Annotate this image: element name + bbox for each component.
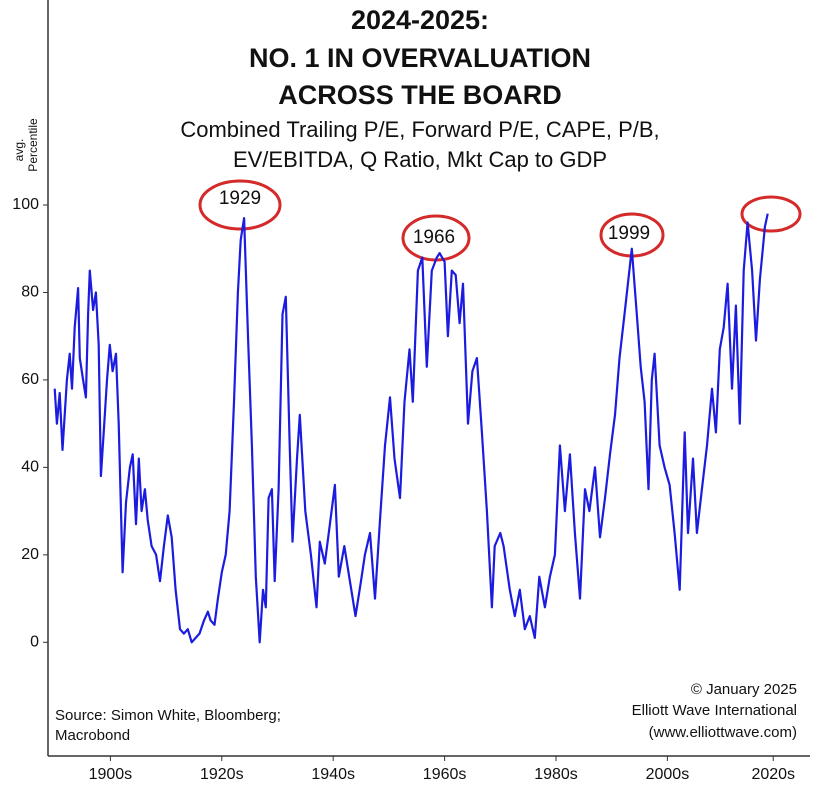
y-tick-label: 40 — [21, 459, 39, 476]
y-tick-label: 60 — [21, 371, 39, 388]
y-tick-label: 100 — [12, 196, 39, 213]
x-tick-label: 2020s — [751, 766, 795, 783]
y-tick-label: 80 — [21, 284, 39, 301]
x-tick-label: 1980s — [534, 766, 578, 783]
credit: (www.elliottwave.com) — [649, 724, 797, 741]
annotation: 1966 — [413, 227, 455, 248]
chart-title: 2024-2025: — [351, 5, 489, 35]
y-tick-label: 20 — [21, 546, 39, 563]
subtitle: EV/EBITDA, Q Ratio, Mkt Cap to GDP — [233, 147, 607, 172]
credit: Elliott Wave International — [632, 702, 797, 719]
data-line — [53, 213, 769, 644]
x-tick-label: 2000s — [646, 766, 690, 783]
x-tick-label: 1940s — [311, 766, 355, 783]
chart-title: ACROSS THE BOARD — [278, 80, 562, 110]
annotation: 1929 — [219, 188, 261, 209]
y-axis-label: avg. — [12, 139, 26, 162]
y-axis-label: Percentile — [26, 118, 40, 172]
x-tick-label: 1900s — [89, 766, 133, 783]
chart-title: NO. 1 IN OVERVALUATION — [249, 43, 591, 73]
highlight-circle — [740, 195, 802, 233]
source-note: Macrobond — [55, 727, 130, 744]
source-note: Source: Simon White, Bloomberg; — [55, 707, 281, 724]
credit: © January 2025 — [691, 681, 797, 698]
x-tick-label: 1960s — [423, 766, 467, 783]
annotation: 1999 — [608, 223, 650, 244]
subtitle: Combined Trailing P/E, Forward P/E, CAPE… — [180, 117, 659, 142]
x-tick-label: 1920s — [200, 766, 244, 783]
highlight-circle — [198, 179, 282, 231]
y-tick-label: 0 — [30, 634, 39, 651]
